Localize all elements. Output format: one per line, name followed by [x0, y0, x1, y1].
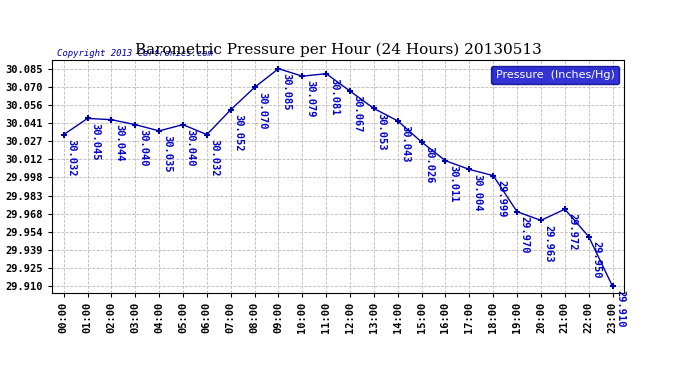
- Text: 30.070: 30.070: [257, 92, 267, 129]
- Text: 29.910: 29.910: [615, 291, 625, 328]
- Text: 30.081: 30.081: [329, 78, 339, 116]
- Text: 30.079: 30.079: [305, 80, 315, 118]
- Legend: Pressure  (Inches/Hg): Pressure (Inches/Hg): [491, 66, 619, 84]
- Text: 30.032: 30.032: [66, 139, 77, 176]
- Text: 29.999: 29.999: [496, 180, 506, 217]
- Text: 30.085: 30.085: [282, 73, 291, 110]
- Text: 30.026: 30.026: [424, 146, 435, 184]
- Text: 29.970: 29.970: [520, 216, 530, 254]
- Text: 30.032: 30.032: [210, 139, 219, 176]
- Text: 29.963: 29.963: [544, 225, 553, 262]
- Text: 30.035: 30.035: [162, 135, 172, 172]
- Text: 30.052: 30.052: [233, 114, 244, 152]
- Text: 30.004: 30.004: [472, 174, 482, 211]
- Title: Barometric Pressure per Hour (24 Hours) 20130513: Barometric Pressure per Hour (24 Hours) …: [135, 43, 542, 57]
- Text: 30.040: 30.040: [186, 129, 196, 166]
- Text: 29.972: 29.972: [568, 213, 578, 251]
- Text: 30.067: 30.067: [353, 95, 363, 133]
- Text: 30.040: 30.040: [138, 129, 148, 166]
- Text: 30.043: 30.043: [400, 125, 411, 163]
- Text: 30.045: 30.045: [90, 123, 100, 160]
- Text: 29.950: 29.950: [591, 241, 602, 278]
- Text: Copyright 2013 Cartronics.com: Copyright 2013 Cartronics.com: [57, 49, 213, 58]
- Text: 30.044: 30.044: [114, 124, 124, 161]
- Text: 30.053: 30.053: [377, 112, 386, 150]
- Text: 30.011: 30.011: [448, 165, 458, 202]
